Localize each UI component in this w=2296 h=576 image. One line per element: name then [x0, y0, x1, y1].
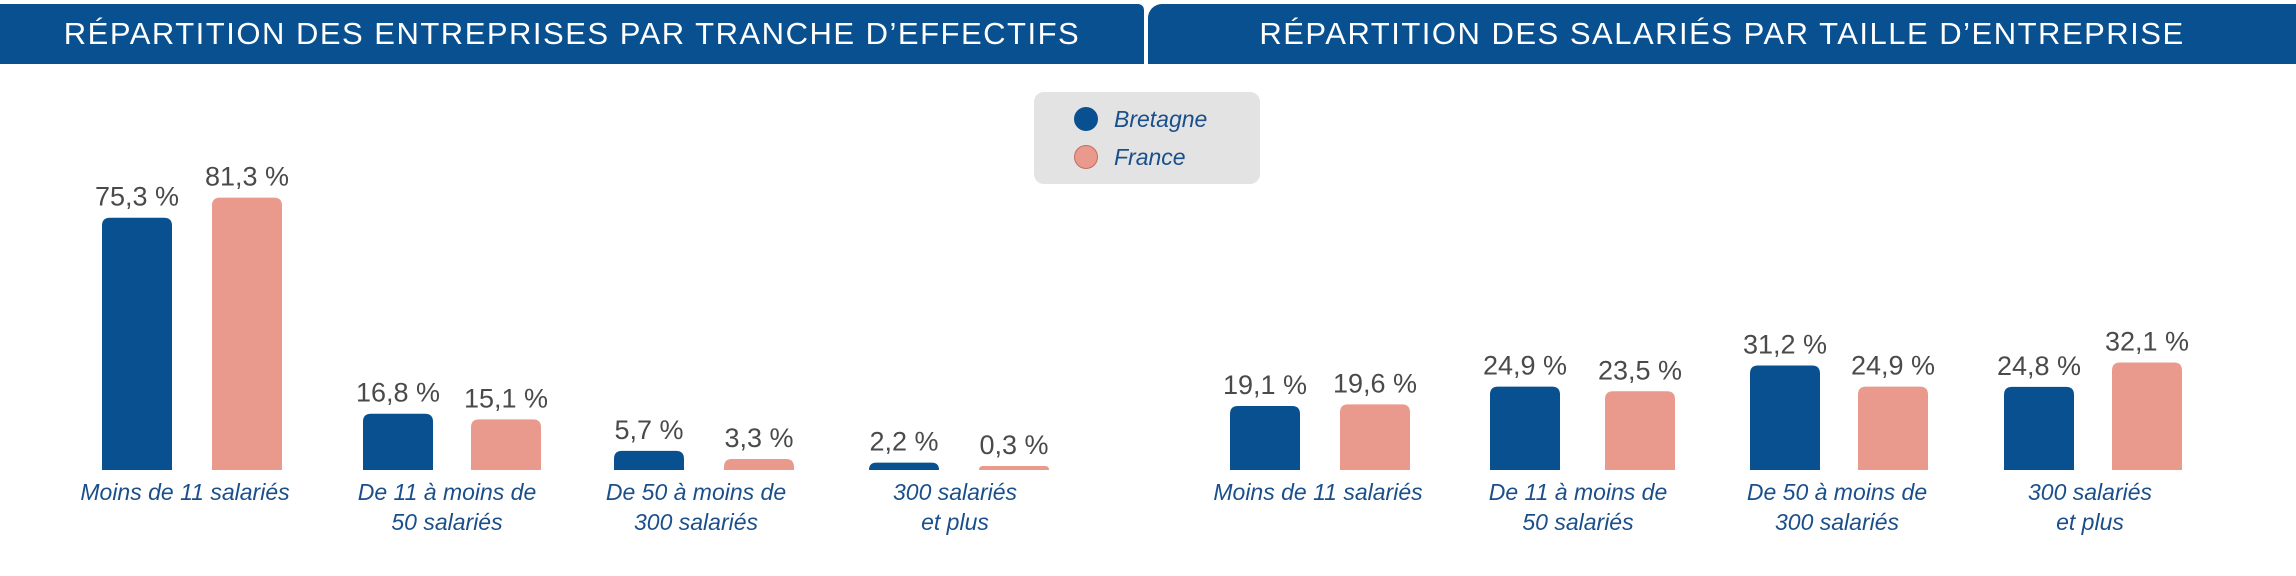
companies-category-label-1-0: De 11 à moins de	[358, 479, 537, 505]
companies-value-label-france-1: 15,1 %	[464, 383, 548, 413]
employees-bar-france-3	[2112, 362, 2182, 470]
legend: Bretagne France	[1034, 92, 1260, 184]
employees-category-label-2-0: De 50 à moins de	[1747, 479, 1927, 505]
employees-value-label-france-2: 24,9 %	[1851, 351, 1935, 381]
companies-category-label-2-0: De 50 à moins de	[606, 479, 786, 505]
employees-value-label-france-0: 19,6 %	[1333, 368, 1417, 398]
companies-value-label-bretagne-1: 16,8 %	[356, 378, 440, 408]
companies-value-label-bretagne-0: 75,3 %	[95, 182, 179, 212]
companies-value-label-france-2: 3,3 %	[724, 423, 793, 453]
companies-bar-bretagne-3	[869, 462, 939, 470]
employees-value-label-bretagne-1: 24,9 %	[1483, 351, 1567, 381]
companies-category-label-1-1: 50 salariés	[391, 509, 503, 535]
employees-bar-bretagne-2	[1750, 365, 1820, 470]
employees-bar-bretagne-3	[2004, 386, 2074, 470]
employees-value-label-france-1: 23,5 %	[1598, 355, 1682, 385]
legend-label-france: France	[1114, 143, 1186, 170]
employees-value-label-bretagne-0: 19,1 %	[1223, 370, 1307, 400]
companies-bar-bretagne-0	[102, 217, 172, 470]
companies-category-label-0-0: Moins de 11 salariés	[80, 479, 290, 505]
companies-bar-france-1	[471, 419, 541, 470]
companies-value-label-france-3: 0,3 %	[979, 430, 1048, 460]
chart-title-companies: RÉPARTITION DES ENTREPRISES PAR TRANCHE …	[0, 4, 1144, 64]
employees-bar-france-1	[1605, 391, 1675, 470]
employees-category-label-1-1: 50 salariés	[1522, 509, 1634, 535]
employees-value-label-bretagne-2: 31,2 %	[1743, 329, 1827, 359]
employees-value-label-bretagne-3: 24,8 %	[1997, 351, 2081, 381]
employees-category-label-3-1: et plus	[2056, 509, 2124, 535]
companies-value-label-bretagne-2: 5,7 %	[614, 415, 683, 445]
companies-category-label-3-1: et plus	[921, 509, 989, 535]
employees-category-label-3-0: 300 salariés	[2028, 479, 2153, 505]
companies-bar-france-0	[212, 197, 282, 470]
employees-category-label-2-1: 300 salariés	[1775, 509, 1900, 535]
companies-category-label-3-0: 300 salariés	[893, 479, 1018, 505]
employees-bar-france-0	[1340, 404, 1410, 470]
companies-value-label-bretagne-3: 2,2 %	[869, 427, 938, 457]
companies-category-label-2-1: 300 salariés	[634, 509, 759, 535]
legend-label-bretagne: Bretagne	[1114, 105, 1208, 132]
companies-bar-france-3	[979, 466, 1049, 470]
employees-category-label-0-0: Moins de 11 salariés	[1213, 479, 1423, 505]
employees-value-label-france-3: 32,1 %	[2105, 326, 2189, 356]
bretagne-swatch-icon	[1074, 107, 1098, 131]
france-swatch-icon	[1074, 145, 1098, 169]
employees-bar-bretagne-0	[1230, 406, 1300, 470]
employees-category-label-1-0: De 11 à moins de	[1489, 479, 1668, 505]
companies-bar-bretagne-2	[614, 450, 684, 470]
legend-item-france: France	[1074, 142, 1186, 172]
employees-bar-bretagne-1	[1490, 386, 1560, 470]
employees-bar-france-2	[1858, 386, 1928, 470]
legend-item-bretagne: Bretagne	[1074, 104, 1207, 134]
companies-bar-bretagne-1	[363, 413, 433, 470]
companies-bar-france-2	[724, 458, 794, 470]
chart-title-employees: RÉPARTITION DES SALARIÉS PAR TAILLE D’EN…	[1148, 4, 2296, 64]
companies-value-label-france-0: 81,3 %	[205, 162, 289, 192]
